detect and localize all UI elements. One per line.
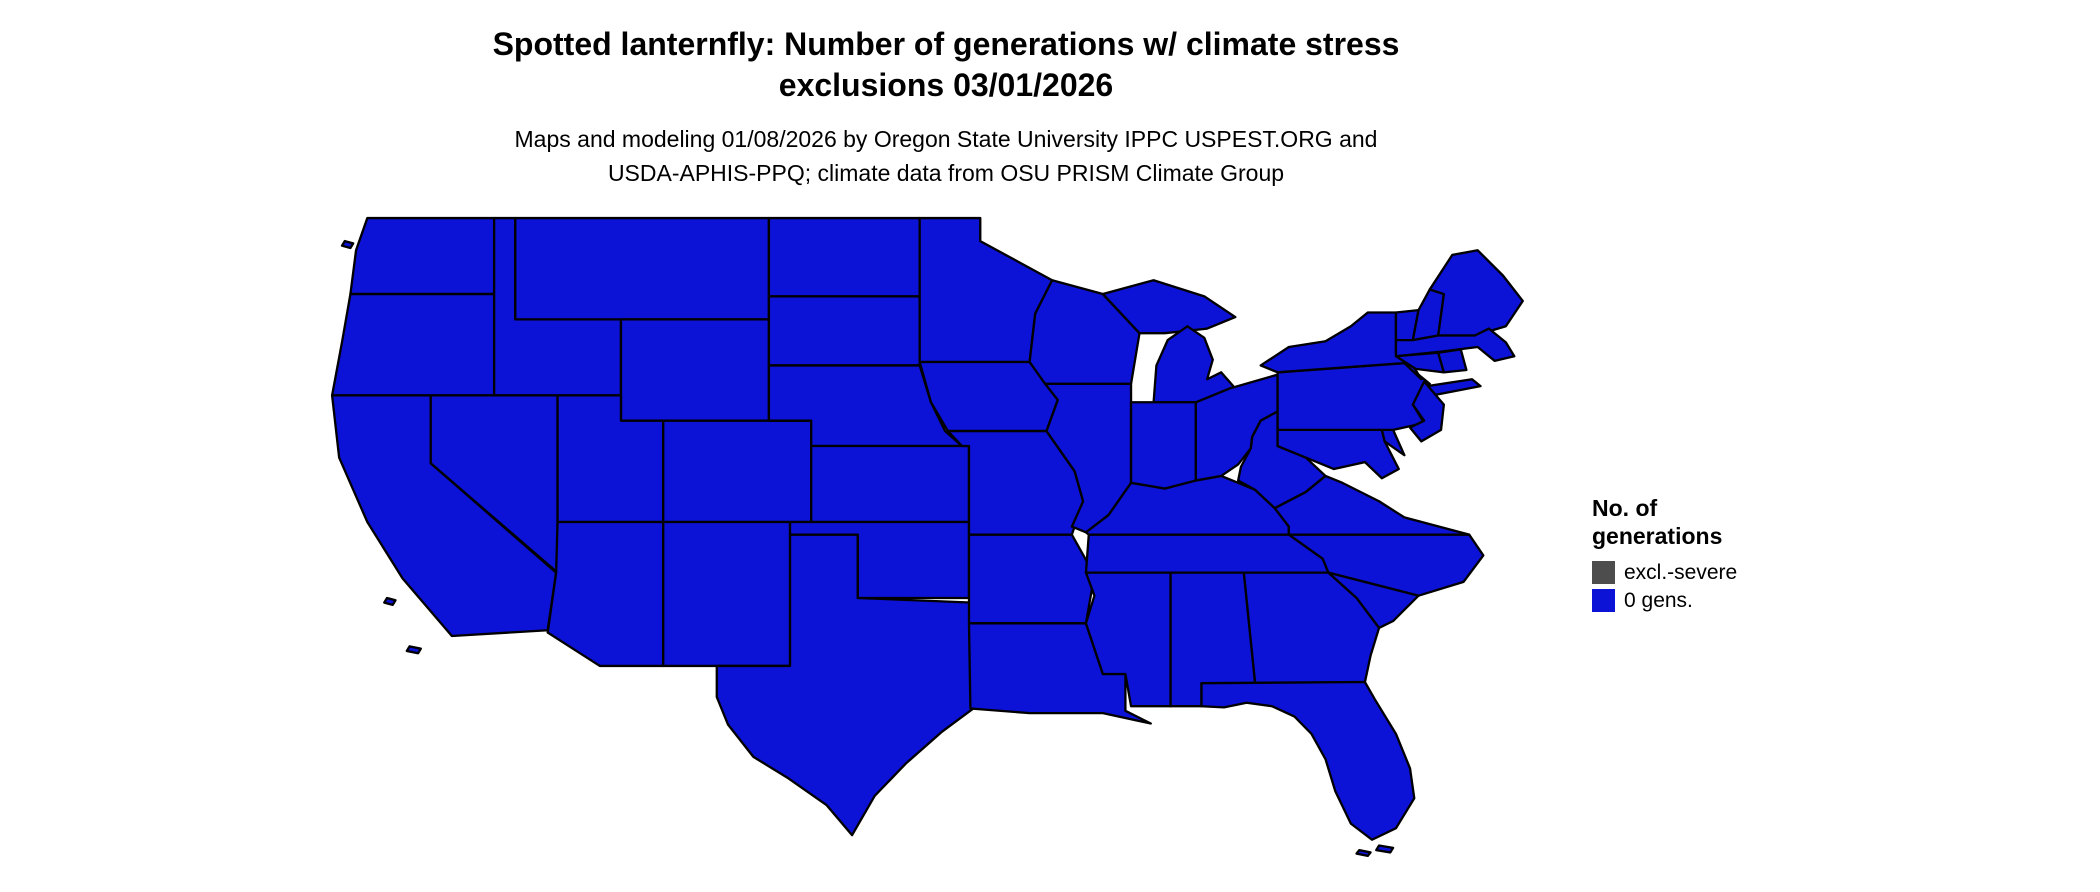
state-texas (717, 535, 973, 835)
legend-label-excl-severe: excl.-severe (1624, 561, 1738, 584)
florida-keys (1376, 846, 1393, 853)
legend-swatch-0-gens (1592, 589, 1615, 612)
legend: No. of generations excl.-severe 0 gens. (1592, 494, 1737, 613)
legend-label-0-gens: 0 gens. (1624, 589, 1693, 612)
us-map (318, 210, 1558, 872)
legend-rows: excl.-severe 0 gens. (1592, 560, 1737, 613)
state-pennsylvania (1278, 363, 1430, 430)
florida-keys-2 (1357, 850, 1371, 856)
state-colorado (663, 421, 811, 522)
california-channel-islands (407, 646, 421, 653)
legend-item-0-gens: 0 gens. (1592, 588, 1737, 613)
state-montana (515, 218, 769, 319)
states-layer (332, 218, 1523, 856)
state-oregon (332, 294, 494, 395)
state-arkansas (969, 535, 1094, 624)
legend-title: No. of generations (1592, 494, 1737, 550)
state-tennessee (1086, 535, 1328, 573)
state-mississippi (1086, 573, 1171, 707)
state-michigan-upper-peninsula (1103, 280, 1235, 333)
chart-title-line1: Spotted lanternfly: Number of generation… (492, 26, 1400, 62)
chart-subtitle: Maps and modeling 01/08/2026 by Oregon S… (0, 122, 1892, 190)
state-maine (1430, 250, 1523, 335)
state-wyoming (621, 319, 769, 420)
state-indiana (1131, 402, 1196, 488)
washington-coast-islet (342, 241, 353, 248)
california-channel-islands-2 (384, 598, 395, 605)
state-north-dakota (769, 218, 920, 296)
state-virginia (1275, 476, 1469, 535)
conus-map-svg (318, 210, 1558, 872)
legend-title-line2: generations (1592, 523, 1723, 549)
state-washington (350, 218, 494, 294)
chart-subtitle-line1: Maps and modeling 01/08/2026 by Oregon S… (514, 126, 1378, 152)
chart-title-line2: exclusions 03/01/2026 (778, 67, 1114, 103)
state-kansas (811, 446, 969, 522)
state-rhode-island (1438, 349, 1466, 372)
state-florida (1202, 682, 1415, 840)
legend-swatch-excl-severe (1592, 561, 1615, 584)
legend-item-excl-severe: excl.-severe (1592, 560, 1737, 585)
state-new-jersey (1410, 382, 1444, 442)
state-arizona (548, 522, 664, 666)
legend-title-line1: No. of (1592, 495, 1658, 521)
chart-title: Spotted lanternfly: Number of generation… (0, 24, 1892, 106)
state-new-mexico (663, 522, 790, 666)
state-south-dakota (769, 296, 920, 365)
chart-subtitle-line2: USDA-APHIS-PPQ; climate data from OSU PR… (607, 160, 1285, 186)
